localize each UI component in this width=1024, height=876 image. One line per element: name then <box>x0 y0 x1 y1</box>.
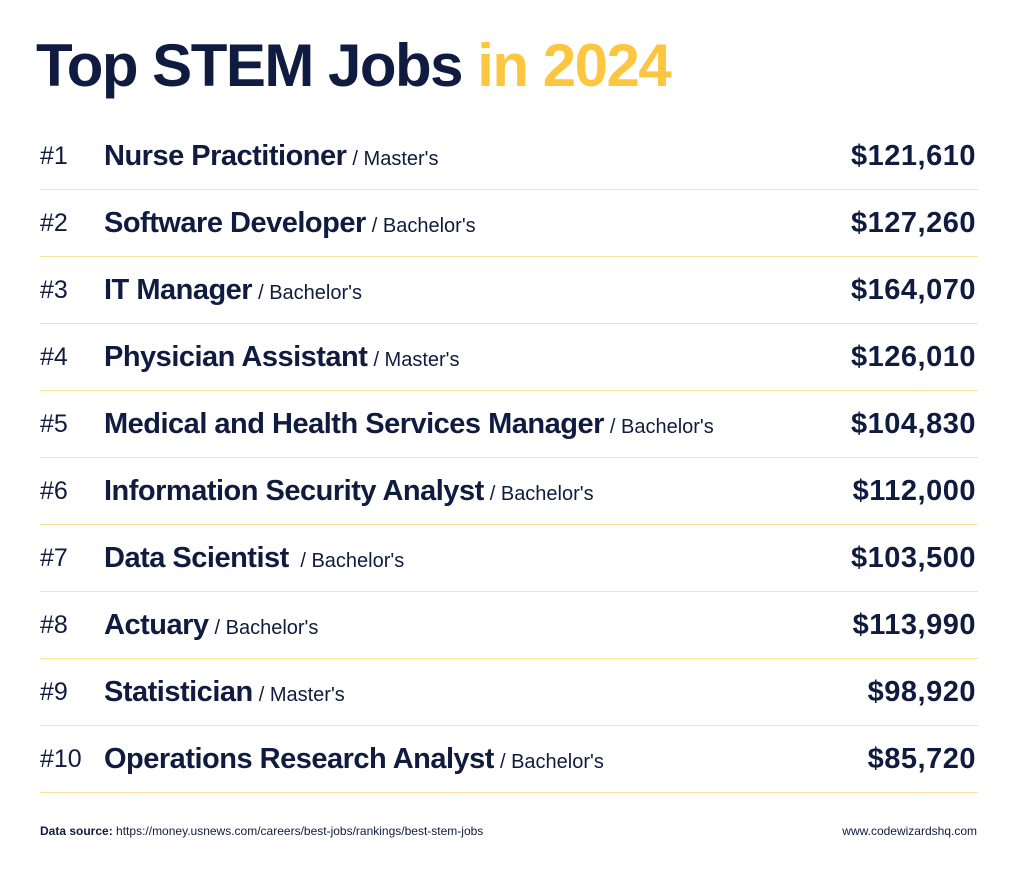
job-salary: $121,610 <box>851 139 976 172</box>
data-source-url: https://money.usnews.com/careers/best-jo… <box>116 824 484 838</box>
job-salary: $126,010 <box>851 340 976 373</box>
job-title: Nurse Practitioner / Master's <box>104 140 438 173</box>
job-rank: #6 <box>40 476 68 505</box>
job-row: #6 Information Security Analyst / Bachelor… <box>40 458 978 525</box>
job-title: Software Developer / Bachelor's <box>104 207 476 240</box>
job-rank: #2 <box>40 208 68 237</box>
job-salary: $127,260 <box>851 206 976 239</box>
page-title: Top STEM Jobs in 2024 <box>36 28 672 104</box>
job-title: IT Manager / Bachelor's <box>104 274 362 307</box>
job-row: #7 Data Scientist / Bachelor's $103,500 <box>40 525 978 592</box>
job-row: #2 Software Developer / Bachelor's $127,260 <box>40 190 978 257</box>
job-title: Information Security Analyst / Bachelor's <box>104 475 594 508</box>
job-rank: #5 <box>40 409 68 438</box>
job-degree: / Bachelor's <box>609 415 714 438</box>
job-rank: #8 <box>40 610 68 639</box>
website: www.codewizardshq.com <box>842 824 977 838</box>
job-title: Actuary / Bachelor's <box>104 609 318 642</box>
job-degree: / Master's <box>258 683 345 706</box>
job-row: #5 Medical and Health Services Manager / B… <box>40 391 978 458</box>
job-salary: $164,070 <box>851 273 976 306</box>
job-salary: $112,000 <box>852 474 976 507</box>
job-title: Data Scientist / Bachelor's <box>104 542 404 575</box>
job-degree: / Bachelor's <box>214 616 319 639</box>
jobs-table: #1 Nurse Practitioner / Master's $121,610 #2… <box>40 123 978 793</box>
job-salary: $113,990 <box>852 608 976 641</box>
job-salary: $98,920 <box>867 675 976 708</box>
job-title-text: Statistician <box>104 675 253 708</box>
job-degree: / Bachelor's <box>258 281 362 304</box>
job-rank: #4 <box>40 342 68 371</box>
job-title-text: Actuary <box>104 608 209 641</box>
data-source: Data source: https://money.usnews.com/ca… <box>40 824 483 838</box>
job-row: #1 Nurse Practitioner / Master's $121,610 <box>40 123 978 190</box>
job-title-text: Operations Research Analyst <box>104 742 494 775</box>
job-row: #4 Physician Assistant / Master's $126,010 <box>40 324 978 391</box>
data-source-label: Data source: <box>40 824 113 838</box>
job-degree: / Bachelor's <box>489 482 594 505</box>
job-title-text: IT Manager <box>104 273 253 306</box>
job-title: Medical and Health Services Manager / Bac… <box>104 408 714 441</box>
job-rank: #10 <box>40 744 82 773</box>
job-salary: $104,830 <box>851 407 976 440</box>
job-title-text: Data Scientist <box>104 541 289 574</box>
job-title-text: Software Developer <box>104 206 366 239</box>
job-title: Physician Assistant / Master's <box>104 341 460 374</box>
title-main: Top STEM Jobs <box>36 32 464 99</box>
job-degree: / Master's <box>373 348 460 371</box>
job-title-text: Medical and Health Services Manager <box>104 407 604 440</box>
title-highlight: in 2024 <box>477 32 671 99</box>
job-degree: / Bachelor's <box>371 214 476 237</box>
job-salary: $85,720 <box>867 742 976 775</box>
job-rank: #7 <box>40 543 68 572</box>
job-row: #8 Actuary / Bachelor's $113,990 <box>40 592 978 659</box>
job-title: Operations Research Analyst / Bachelor's <box>104 743 604 776</box>
job-title-text: Physician Assistant <box>104 340 368 373</box>
job-degree: / Bachelor's <box>499 750 604 773</box>
job-rank: #3 <box>40 275 68 304</box>
job-rank: #1 <box>40 141 68 170</box>
job-salary: $103,500 <box>851 541 976 574</box>
job-degree: / Master's <box>352 147 439 170</box>
job-title-text: Nurse Practitioner <box>104 139 347 172</box>
job-row: #9 Statistician / Master's $98,920 <box>40 659 978 726</box>
job-row: #3 IT Manager / Bachelor's $164,070 <box>40 257 978 324</box>
job-title: Statistician / Master's <box>104 676 345 709</box>
job-row: #10 Operations Research Analyst / Bachelor… <box>40 726 978 793</box>
job-degree: / Bachelor's <box>294 549 405 572</box>
job-rank: #9 <box>40 677 68 706</box>
job-title-text: Information Security Analyst <box>104 474 484 507</box>
